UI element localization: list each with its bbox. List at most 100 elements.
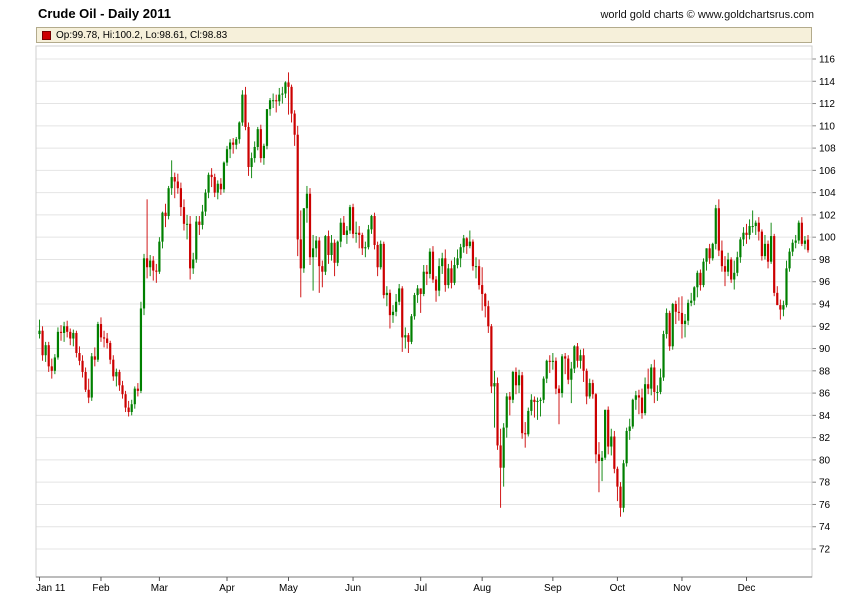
candle-body	[570, 368, 573, 380]
candle-body	[401, 288, 404, 338]
candle-body	[102, 337, 106, 339]
x-tick-label: Jul	[414, 583, 427, 594]
candle-body	[628, 426, 631, 431]
candle-body	[431, 251, 435, 280]
candle-body	[345, 230, 348, 235]
y-tick-label: 106	[819, 166, 836, 177]
candle-body	[542, 378, 545, 400]
candle-body	[447, 268, 450, 286]
y-tick-label: 100	[819, 233, 836, 244]
candle-body	[170, 177, 173, 189]
candle-body	[256, 129, 259, 147]
candle-body	[450, 268, 453, 283]
ohlc-legend-bar: Op:99.78, Hi:100.2, Lo:98.61, Cl:98.83	[36, 27, 812, 43]
candle-body	[241, 94, 244, 123]
candle-body	[551, 360, 554, 362]
chart-title: Crude Oil - Daily 2011	[38, 6, 171, 21]
candle-body	[474, 266, 478, 268]
candle-body	[118, 371, 121, 386]
candle-body	[78, 353, 81, 361]
candle-body	[152, 260, 155, 271]
candle-body	[597, 454, 601, 462]
y-tick-label: 116	[819, 55, 835, 66]
candle-body	[53, 357, 56, 371]
candle-body	[367, 229, 370, 248]
candle-body	[751, 226, 754, 228]
candle-body	[413, 295, 416, 317]
candle-body	[548, 360, 551, 362]
candle-body	[327, 236, 330, 255]
candle-body	[560, 356, 564, 394]
candle-body	[155, 270, 158, 272]
ohlc-legend-text: Op:99.78, Hi:100.2, Lo:98.61, Cl:98.83	[56, 29, 228, 41]
candle-body	[225, 149, 229, 163]
candle-body	[213, 177, 216, 193]
candle-body	[164, 212, 167, 217]
y-tick-label: 104	[819, 188, 836, 199]
x-tick-label: Sep	[544, 583, 562, 594]
candle-body	[733, 272, 736, 280]
candle-body	[351, 207, 355, 234]
candle-body	[468, 241, 471, 247]
candle-body	[462, 238, 465, 248]
candle-body	[591, 383, 594, 395]
candle-body	[564, 356, 567, 359]
candle-body	[419, 288, 422, 294]
x-tick-label: Mar	[151, 583, 169, 594]
y-tick-label: 112	[819, 99, 835, 110]
x-axis-labels: Jan 11 Feb Mar Apr May Jun Jul Aug Sep Oct Nov Dec	[36, 583, 755, 594]
candle-body	[185, 223, 189, 225]
candle-body	[610, 436, 613, 447]
candle-body	[44, 345, 47, 356]
y-tick-label: 86	[819, 389, 831, 400]
candle-body	[459, 247, 462, 259]
y-tick-label: 108	[819, 144, 836, 155]
candle-body	[333, 242, 336, 263]
candle-body	[96, 324, 100, 360]
candle-body	[763, 243, 767, 257]
candle-body	[687, 302, 690, 321]
candle-body	[782, 305, 785, 310]
candle-body	[302, 208, 305, 269]
candle-body	[594, 394, 597, 455]
candle-body	[699, 272, 702, 286]
candle-body	[680, 312, 684, 325]
y-tick-label: 92	[819, 322, 831, 333]
candle-body	[471, 241, 475, 267]
candle-body	[742, 232, 745, 240]
candle-body	[324, 236, 327, 272]
candle-body	[711, 243, 714, 259]
candle-body	[336, 241, 339, 263]
candle-body	[106, 338, 109, 343]
candle-body	[99, 324, 103, 338]
candle-body	[388, 292, 392, 316]
candle-body	[238, 122, 241, 140]
y-tick-label: 78	[819, 478, 831, 489]
candle-body	[330, 242, 333, 255]
x-tick-label: Apr	[219, 583, 235, 594]
candle-body	[167, 188, 170, 217]
candle-body	[557, 388, 561, 394]
y-tick-label: 96	[819, 277, 831, 288]
candle-body	[533, 399, 536, 402]
candle-body	[216, 183, 219, 193]
candle-body	[121, 385, 124, 395]
candle-body	[637, 395, 641, 398]
candle-body	[794, 240, 797, 243]
candle-body	[250, 158, 253, 168]
candle-body	[56, 331, 60, 358]
candle-body	[690, 300, 693, 303]
candle-body	[382, 243, 385, 296]
watermark-text: world gold charts © www.goldchartsrus.co…	[600, 9, 814, 21]
candle-body	[521, 375, 524, 434]
candle-body	[702, 261, 705, 286]
candle-body	[650, 367, 653, 389]
candle-body	[253, 146, 256, 159]
candle-body	[748, 226, 751, 235]
y-tick-label: 98	[819, 255, 831, 266]
candle-body	[705, 248, 708, 262]
candle-body	[364, 247, 367, 249]
candle-body	[511, 371, 514, 400]
